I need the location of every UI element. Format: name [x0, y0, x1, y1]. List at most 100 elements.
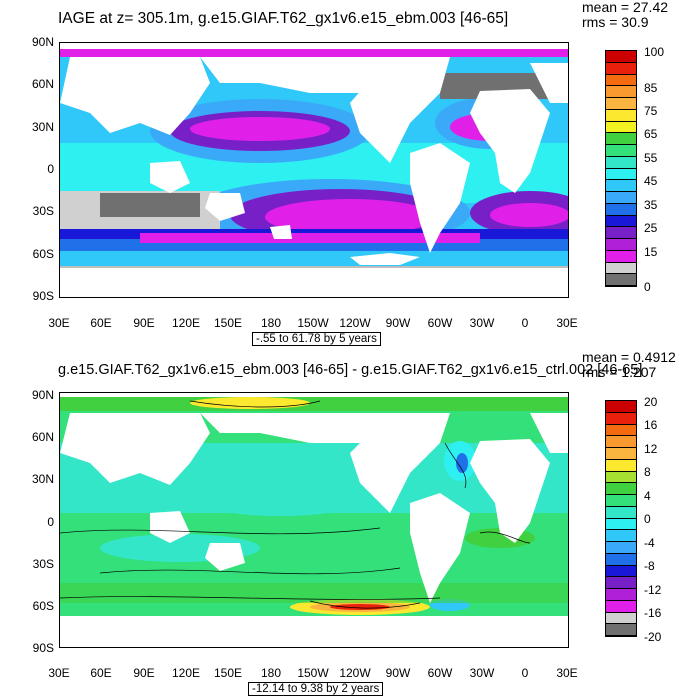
difference-map [59, 392, 569, 648]
colorbar-label: 4 [644, 489, 651, 503]
colorbar-swatch [606, 192, 636, 204]
colorbar-label: 0 [644, 280, 651, 294]
colorbar-swatch [606, 471, 636, 484]
lon-tick: 60E [90, 316, 112, 330]
lat-tick: 90N [31, 35, 54, 49]
lon-tick: 180 [260, 316, 282, 330]
lon-tick: 150E [213, 666, 243, 680]
colorbar-swatch [606, 203, 636, 216]
colorbar-label: 20 [644, 395, 658, 409]
lon-tick: 30W [469, 666, 495, 680]
lon-tick: 120E [171, 666, 201, 680]
colorbar-swatch [606, 589, 636, 601]
colorbar-swatch [606, 239, 636, 251]
colorbar-swatch [606, 506, 636, 519]
colorbar-swatch [606, 448, 636, 460]
colorbar-label: 65 [644, 127, 658, 141]
colorbar-swatch [606, 109, 636, 122]
colorbar-swatch [606, 180, 636, 192]
lat-tick: 90S [32, 641, 54, 655]
lon-tick: 30W [469, 316, 495, 330]
colorbar-swatch [606, 215, 636, 228]
colorbar-swatch [606, 542, 636, 554]
lat-tick: 60N [31, 430, 54, 444]
colorbar-swatch [606, 577, 636, 589]
iage-difference-panel: g.e15.GIAF.T62_gx1v6.e15_ebm.003 [46-65]… [0, 350, 700, 700]
colorbar-swatch [606, 156, 636, 169]
lon-tick: 30E [556, 666, 578, 680]
lon-tick: 120W [339, 316, 371, 330]
colorbar-swatch [606, 624, 636, 636]
colorbar-label: -20 [644, 630, 662, 644]
rms-label: rms = 1.207 [582, 364, 657, 380]
colorbar [605, 50, 637, 287]
contour-lines [60, 400, 531, 609]
colorbar-swatch [606, 459, 636, 472]
colorbar-label: 100 [644, 45, 665, 59]
lat-tick: 30S [32, 204, 54, 218]
colorbar-swatch [606, 483, 636, 495]
colorbar [605, 400, 637, 637]
lon-tick: 120E [171, 316, 201, 330]
lon-tick: 30E [48, 316, 70, 330]
lon-tick: 150W [297, 666, 329, 680]
colorbar-label: 75 [644, 104, 658, 118]
lon-tick: 90E [133, 666, 155, 680]
lon-tick: 150E [213, 316, 243, 330]
colorbar-swatch [606, 424, 636, 437]
colorbar-swatch [606, 98, 636, 110]
lat-tick: 30S [32, 557, 54, 571]
colorbar-swatch [606, 168, 636, 181]
lat-tick: 30N [31, 120, 54, 134]
lon-tick: 90W [385, 666, 411, 680]
colorbar-swatch [606, 262, 636, 275]
colorbar-label: 45 [644, 174, 658, 188]
colorbar-swatch [606, 518, 636, 531]
colorbar-swatch [606, 553, 636, 566]
colorbar-swatch [606, 51, 636, 63]
colorbar-label: 8 [644, 465, 651, 479]
lon-tick: 0 [521, 666, 529, 680]
lat-tick: 60S [32, 247, 54, 261]
lon-tick: 60E [90, 666, 112, 680]
colorbar-swatch [606, 412, 636, 425]
lat-tick: 90S [32, 289, 54, 303]
lon-tick: 30E [556, 316, 578, 330]
lon-tick: 60W [427, 316, 453, 330]
colorbar-swatch [606, 250, 636, 263]
colorbar-swatch [606, 495, 636, 507]
colorbar-label: -8 [644, 559, 655, 573]
colorbar-swatch [606, 530, 636, 542]
lat-tick: 60S [32, 599, 54, 613]
colorbar-swatch [606, 62, 636, 75]
colorbar-swatch [606, 121, 636, 134]
iage-map [59, 42, 569, 298]
lat-tick: 0 [47, 515, 54, 529]
lon-tick: 150W [297, 316, 329, 330]
colorbar-swatch [606, 565, 636, 578]
range-label: -.55 to 61.78 by 5 years [252, 332, 381, 346]
colorbar-swatch [606, 612, 636, 625]
colorbar-swatch [606, 401, 636, 413]
lon-tick: 90E [133, 316, 155, 330]
colorbar-label: 85 [644, 81, 658, 95]
colorbar-label: -12 [644, 583, 662, 597]
colorbar-swatch [606, 145, 636, 157]
colorbar-label: 12 [644, 442, 658, 456]
land-mask [60, 43, 568, 297]
range-label: -12.14 to 9.38 by 2 years [248, 682, 384, 696]
land-mask [60, 393, 568, 647]
lat-tick: 0 [47, 162, 54, 176]
colorbar-label: -16 [644, 606, 662, 620]
colorbar-swatch [606, 74, 636, 87]
colorbar-label: 55 [644, 151, 658, 165]
lon-tick: 180 [260, 666, 282, 680]
colorbar-swatch [606, 227, 636, 239]
colorbar-swatch [606, 436, 636, 448]
colorbar-label: 0 [644, 512, 651, 526]
colorbar-swatch [606, 600, 636, 613]
colorbar-swatch [606, 133, 636, 145]
lon-tick: 120W [339, 666, 371, 680]
lat-tick: 90N [31, 388, 54, 402]
iage-panel: IAGE at z= 305.1m, g.e15.GIAF.T62_gx1v6.… [31, 0, 668, 346]
